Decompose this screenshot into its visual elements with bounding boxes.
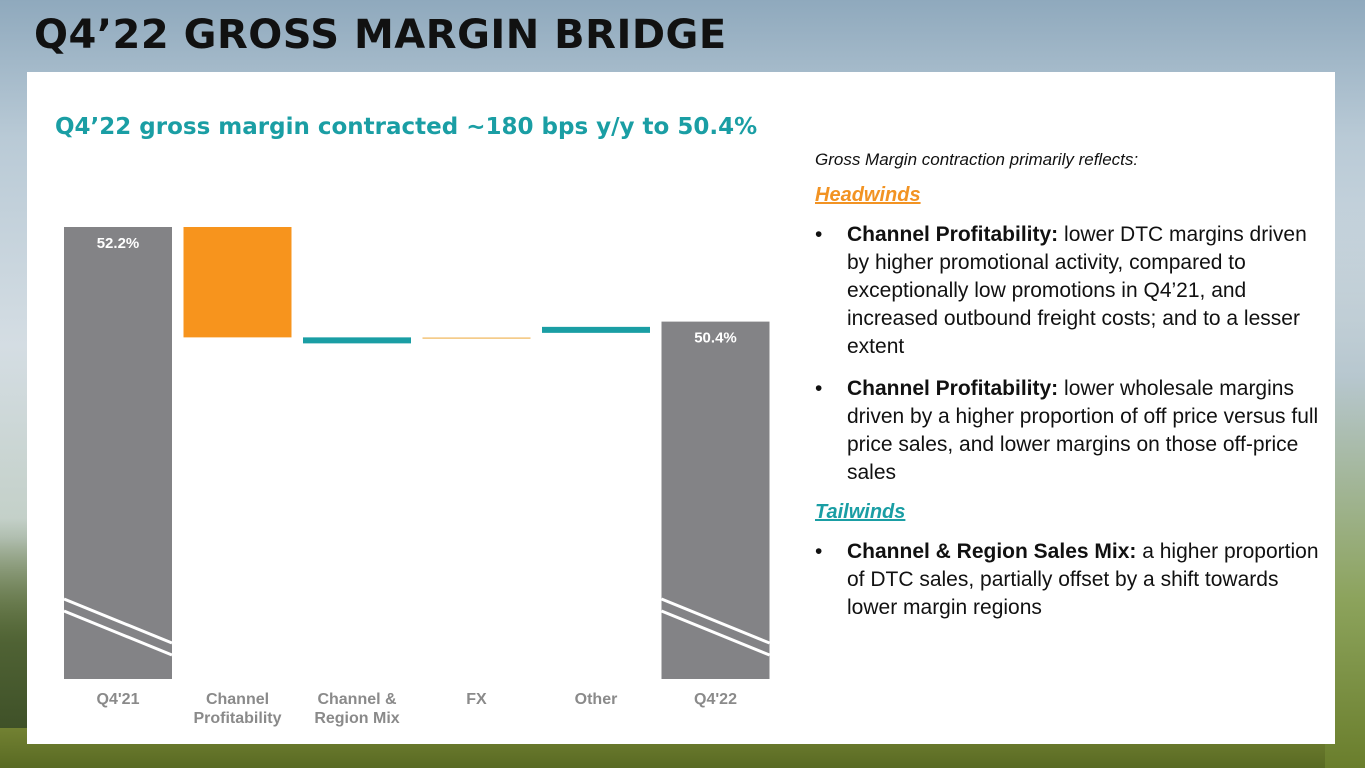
x-tick-label: Region Mix [314, 710, 399, 727]
bar-3 [422, 337, 531, 339]
headwinds-list: • Channel Profitability: lower DTC margi… [815, 221, 1325, 487]
content-panel: Q4’22 gross margin contracted ~180 bps y… [27, 72, 1335, 744]
x-tick-label: Other [575, 691, 618, 708]
headwinds-heading: Headwinds [815, 184, 921, 206]
tailwinds-list: • Channel & Region Sales Mix: a higher p… [815, 538, 1325, 622]
bar-4 [542, 326, 650, 333]
axis-break-mark [63, 609, 173, 657]
data-label: 52.2% [97, 235, 140, 252]
bar-2 [303, 337, 411, 344]
commentary: Gross Margin contraction primarily refle… [815, 150, 1325, 636]
commentary-intro: Gross Margin contraction primarily refle… [815, 150, 1139, 169]
x-tick-label: Q4'22 [694, 691, 737, 708]
slide-title: Q4’22 GROSS MARGIN BRIDGE [34, 12, 727, 58]
waterfall-chart-svg: 52.2% 50.4% Q4'21 Channel Profitability Chann… [63, 227, 771, 727]
x-tick-label: Profitability [193, 710, 281, 727]
headwind-item: • Channel Profitability: lower wholesale… [815, 375, 1325, 487]
headwind-item-text: lower wholesale margins driven by a high… [847, 377, 1319, 484]
data-label: 50.4% [694, 330, 737, 347]
x-tick-label: Q4'21 [97, 691, 140, 708]
x-tick-label: Channel & [317, 691, 397, 708]
bar-5 [661, 321, 770, 679]
headwind-item-text: lower DTC margins driven by higher promo… [847, 223, 1307, 358]
bullet-icon: • [815, 223, 823, 246]
axis-break-mark [660, 597, 771, 645]
tailwind-item: • Channel & Region Sales Mix: a higher p… [815, 538, 1325, 622]
bullet-icon: • [815, 377, 823, 400]
bar-0 [64, 227, 172, 679]
tailwinds-heading: Tailwinds [815, 501, 906, 523]
x-tick-label: Channel [206, 691, 269, 708]
bar-1 [183, 227, 292, 338]
tailwind-item-title: Channel & Region Sales Mix: [847, 540, 1137, 563]
waterfall-chart: 52.2% 50.4% Q4'21 Channel Profitability Chann… [27, 72, 807, 744]
bullet-icon: • [815, 540, 823, 563]
slide-subtitle: Q4’22 gross margin contracted ~180 bps y… [55, 114, 758, 140]
axis-break-mark [63, 597, 173, 645]
headwind-item-title: Channel Profitability: [847, 223, 1059, 246]
tailwind-item-text: a higher proportion of DTC sales, partia… [847, 540, 1319, 619]
axis-break-mark [660, 609, 771, 657]
x-tick-label: FX [466, 691, 487, 708]
headwind-item-title: Channel Profitability: [847, 377, 1059, 400]
headwind-item: • Channel Profitability: lower DTC margi… [815, 221, 1325, 361]
